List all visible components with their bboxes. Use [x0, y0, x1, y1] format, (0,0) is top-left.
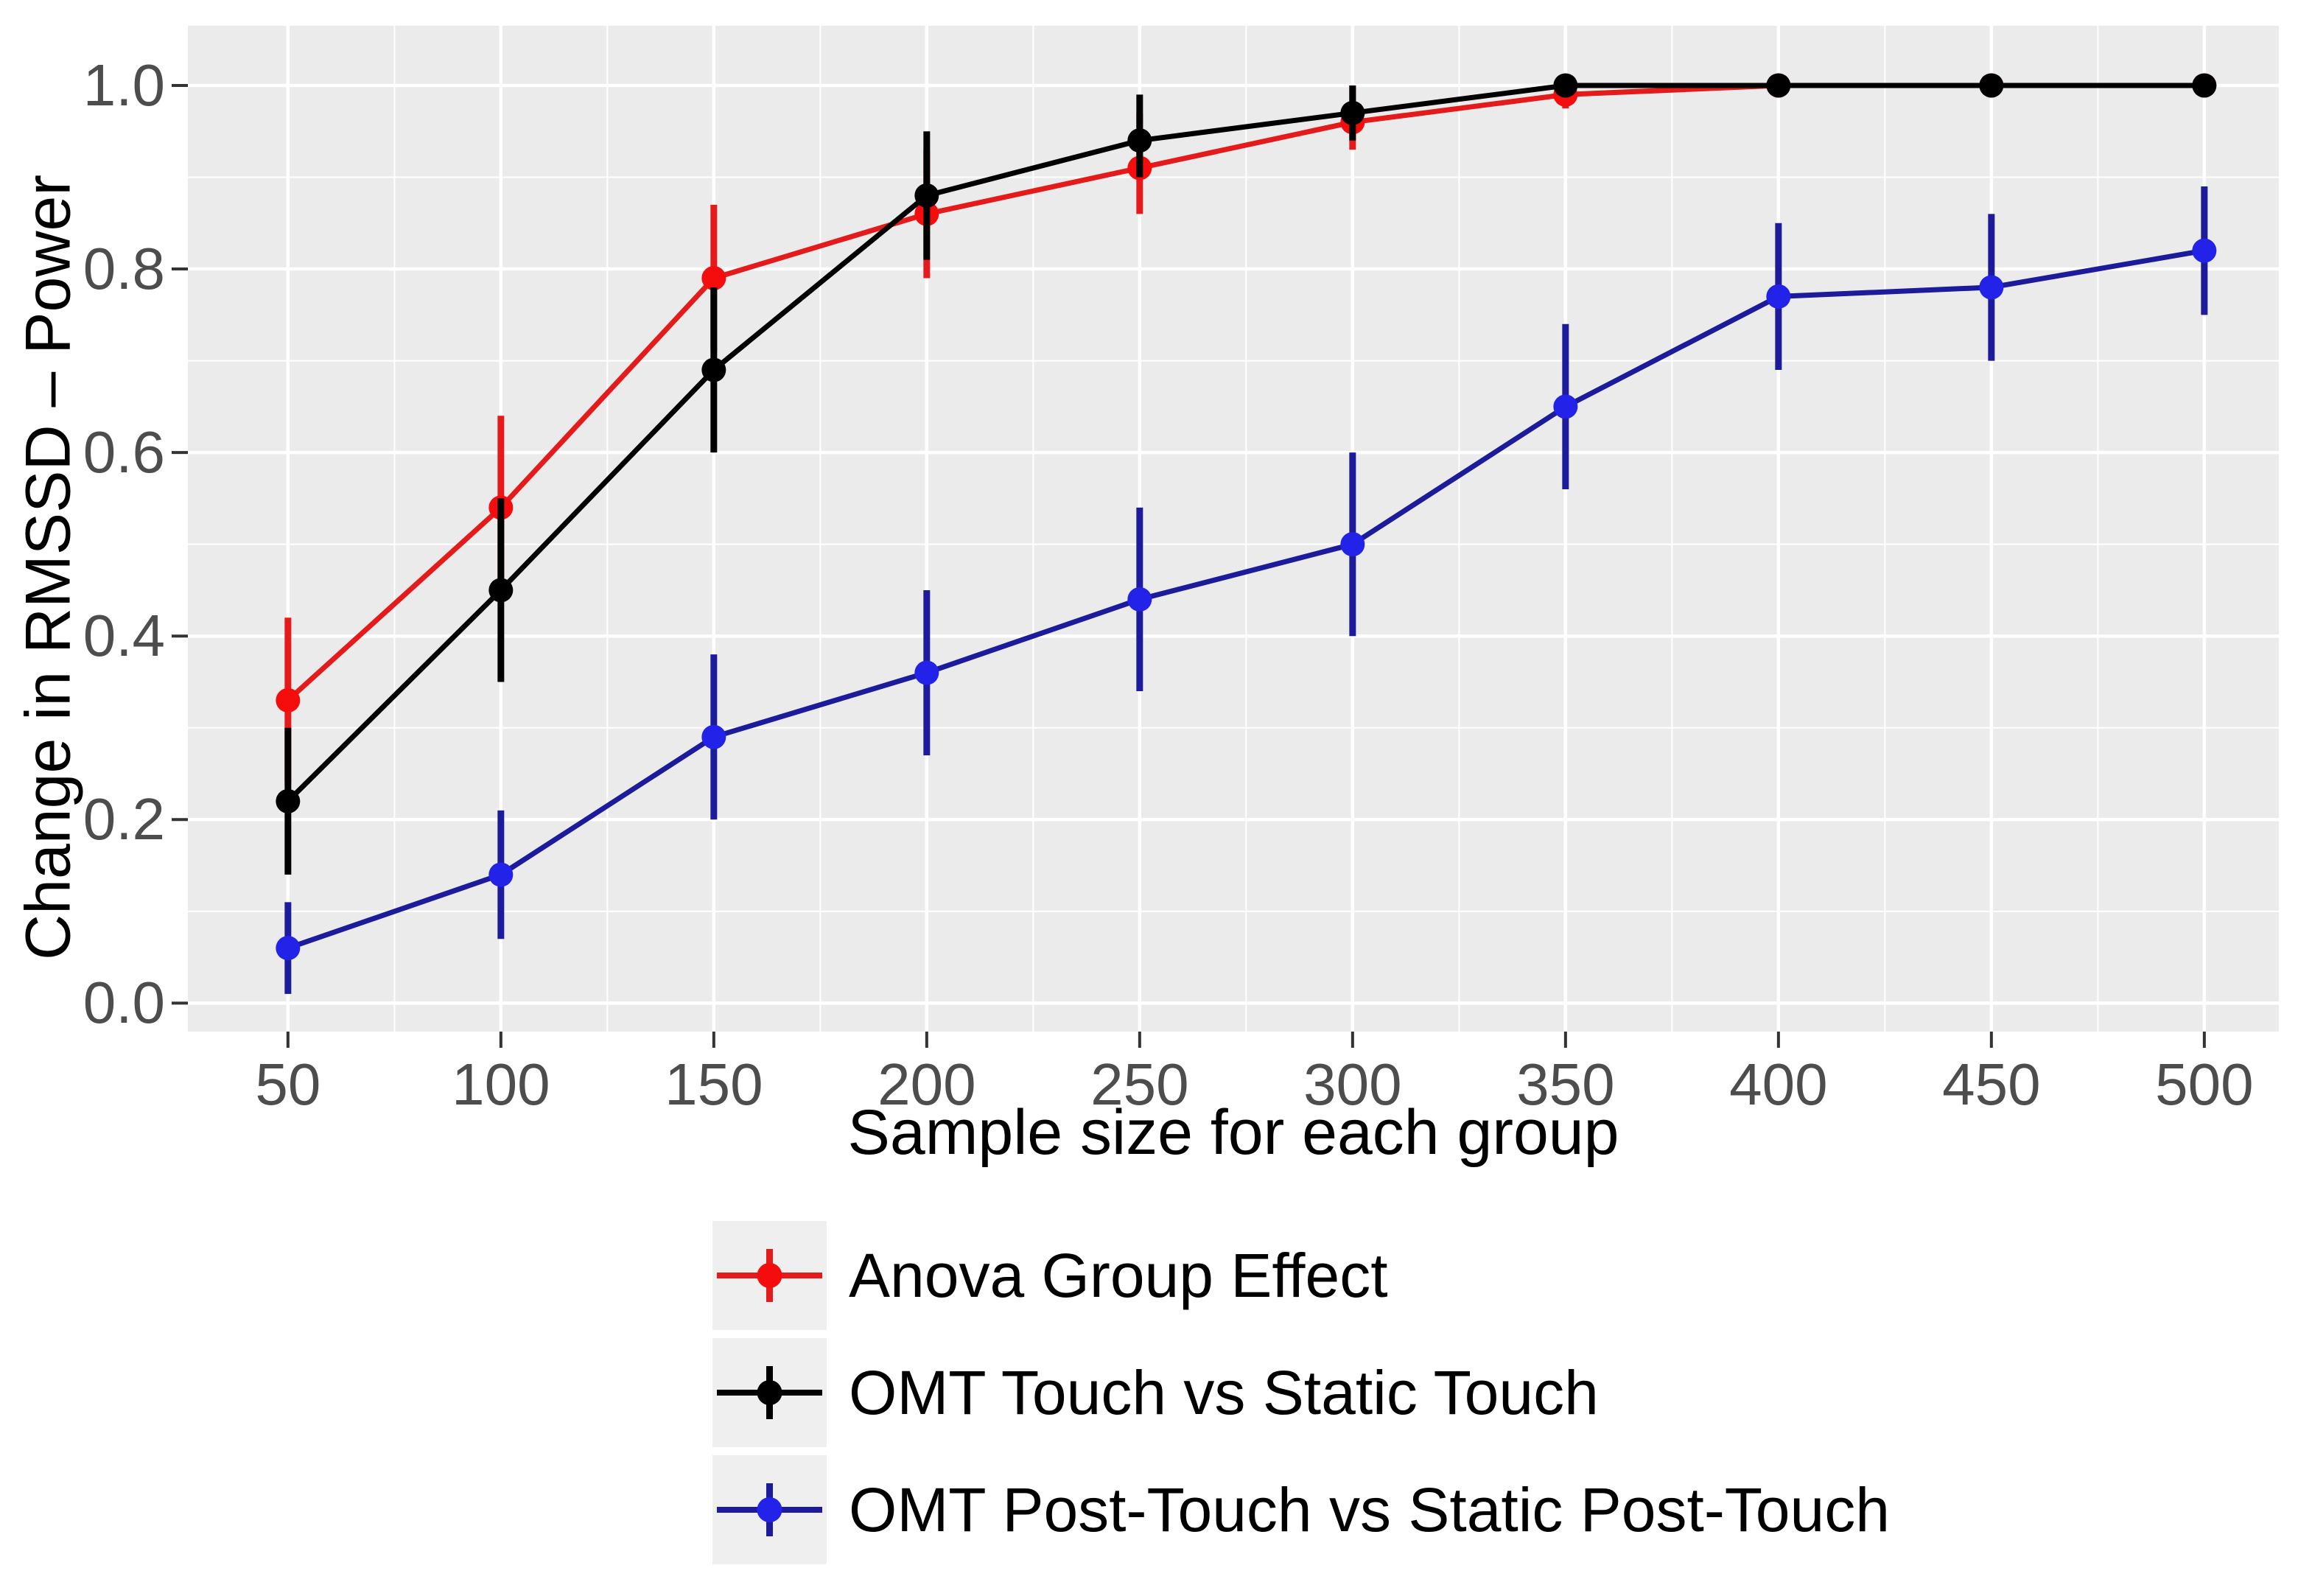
x-tick-label: 100	[452, 1051, 550, 1117]
data-point	[1127, 128, 1152, 153]
data-point	[2192, 73, 2217, 98]
legend-row-anova-group-effect: Anova Group Effect	[712, 1221, 1890, 1330]
x-tick-label: 400	[1729, 1051, 1828, 1117]
panel-background	[188, 26, 2279, 1032]
data-point	[1979, 275, 2004, 300]
data-point	[1766, 73, 1791, 98]
data-point	[701, 357, 726, 382]
data-point	[488, 862, 514, 887]
y-tick-label: 0.2	[83, 786, 165, 853]
data-point	[1979, 73, 2004, 98]
data-point	[701, 724, 726, 749]
x-tick-label: 50	[255, 1051, 321, 1117]
x-tick-label: 150	[665, 1051, 763, 1117]
x-tick-label: 200	[877, 1051, 976, 1117]
data-point	[1553, 73, 1578, 98]
legend-row-omt-touch-vs-static-touch: OMT Touch vs Static Touch	[712, 1338, 1890, 1447]
y-tick-label: 0.8	[83, 236, 165, 302]
x-tick-label: 350	[1516, 1051, 1615, 1117]
data-point	[276, 788, 301, 813]
data-point	[488, 578, 514, 603]
legend-key-omt-touch-vs-static-touch-icon	[712, 1338, 827, 1447]
x-tick-label: 250	[1090, 1051, 1189, 1117]
legend-key-point	[757, 1380, 782, 1405]
legend-key-point	[757, 1263, 782, 1288]
legend-row-omt-post-touch-vs-static-post-touch: OMT Post-Touch vs Static Post-Touch	[712, 1455, 1890, 1564]
y-tick-label: 0.4	[83, 603, 165, 669]
legend-label: Anova Group Effect	[849, 1240, 1388, 1310]
legend-key-anova-group-effect-icon	[712, 1221, 827, 1330]
data-point	[1340, 100, 1365, 125]
y-tick-label: 0.6	[83, 419, 165, 486]
data-point	[1127, 587, 1152, 612]
data-point	[2192, 238, 2217, 263]
data-point	[1553, 394, 1578, 419]
data-point	[914, 660, 939, 685]
x-tick-label: 500	[2155, 1051, 2254, 1117]
series-line	[285, 83, 2207, 804]
data-point	[276, 936, 301, 961]
series-line	[285, 248, 2207, 951]
legend-label: OMT Post-Touch vs Static Post-Touch	[849, 1474, 1890, 1544]
legend-label: OMT Touch vs Static Touch	[849, 1357, 1599, 1427]
data-point	[1766, 284, 1791, 309]
data-point	[1340, 532, 1365, 557]
legend-key-point	[757, 1497, 782, 1522]
series-omt-touch-vs-static-touch	[276, 73, 2217, 875]
data-point	[276, 687, 301, 713]
y-tick-label: 0.0	[83, 970, 165, 1036]
data-point	[914, 183, 939, 208]
legend-key-omt-post-touch-vs-static-post-touch-icon	[712, 1455, 827, 1564]
x-tick-label: 300	[1303, 1051, 1402, 1117]
data-point	[701, 265, 726, 290]
y-tick-label: 1.0	[83, 52, 165, 118]
x-tick-label: 450	[1942, 1051, 2041, 1117]
legend: Anova Group Effect OMT Touch vs Static To…	[712, 1221, 1890, 1564]
series-omt-post-touch-vs-static-post-touch	[276, 186, 2217, 994]
x-axis-title: Sample size for each group	[847, 1097, 1619, 1168]
